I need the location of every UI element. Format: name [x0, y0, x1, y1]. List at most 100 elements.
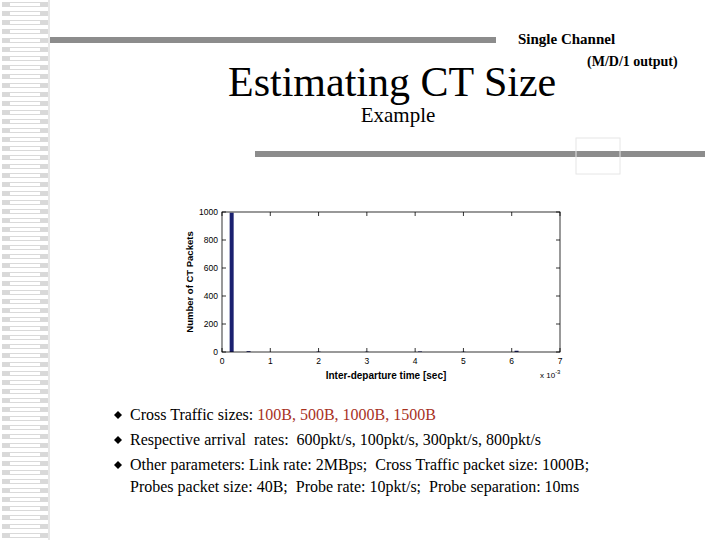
bullet-part: Cross Traffic sizes: — [130, 406, 257, 423]
stripe — [2, 65, 48, 70]
stripe — [2, 308, 48, 313]
stripe-gap — [10, 219, 40, 222]
y-tick-label: 200 — [204, 319, 218, 329]
corner-line: (M/D/1 output) — [587, 54, 678, 70]
bullet-part: Other parameters: Link rate: 2MBps; Cros… — [130, 456, 589, 474]
stripe — [2, 236, 48, 241]
bullet-text: Respective arrival rates: 600pkt/s, 100p… — [130, 431, 541, 449]
stripe-gap — [10, 489, 40, 492]
stripe — [2, 146, 48, 151]
stripe-gap — [10, 453, 40, 456]
y-tick-right — [556, 296, 560, 297]
stripe-gap — [10, 354, 40, 357]
stripe-gap — [10, 237, 40, 240]
stripe-gap — [10, 327, 40, 330]
stripe-gap — [10, 426, 40, 429]
stripe — [2, 362, 48, 367]
y-tick-right — [556, 212, 560, 213]
stripe-gap — [10, 129, 40, 132]
stripe-gap — [10, 21, 40, 24]
x-tick-label: 0 — [220, 356, 225, 366]
stripe — [2, 434, 48, 439]
stripe-gap — [10, 147, 40, 150]
stripe — [2, 56, 48, 61]
stripe-gap — [10, 183, 40, 186]
y-tick-label: 400 — [204, 291, 218, 301]
stripe — [2, 245, 48, 250]
stripe-gap — [10, 264, 40, 267]
stripe-gap — [10, 48, 40, 51]
stripe — [2, 353, 48, 358]
stripe — [2, 470, 48, 475]
stripe-gap — [10, 408, 40, 411]
stripe-gap — [10, 255, 40, 258]
y-tick — [222, 268, 226, 269]
x-tick — [270, 348, 271, 352]
x-tick — [222, 348, 223, 352]
stripe — [2, 119, 48, 124]
stripe-gap — [10, 102, 40, 105]
stripe — [2, 380, 48, 385]
x-tick — [318, 348, 319, 352]
stripe-gap — [10, 363, 40, 366]
top-rule — [50, 37, 496, 43]
y-tick-label: 0 — [213, 347, 218, 357]
bullet-continuation: Probes packet size: 40B; Probe rate: 10p… — [130, 478, 579, 496]
stripe — [2, 164, 48, 169]
x-tick-label: 1 — [268, 356, 273, 366]
stripe — [2, 533, 48, 538]
stripe — [2, 452, 48, 457]
stripe-edge — [49, 0, 50, 540]
stripe-gap — [10, 66, 40, 69]
stripe-gap — [10, 246, 40, 249]
bullet-marker — [114, 461, 122, 469]
y-tick — [222, 212, 226, 213]
plot-background — [222, 212, 560, 352]
stripe — [2, 254, 48, 259]
stripe — [2, 488, 48, 493]
stripe — [2, 479, 48, 484]
x-tick — [366, 348, 367, 352]
stripe — [2, 92, 48, 97]
stripe — [2, 506, 48, 511]
stripe-gap — [10, 507, 40, 510]
stripe-gap — [10, 138, 40, 141]
stripe — [2, 290, 48, 295]
bars — [230, 213, 519, 352]
subtitle: Example — [361, 103, 436, 127]
stripe-gap — [10, 534, 40, 537]
title: Estimating CT Size — [228, 59, 556, 105]
x-tick-label: 7 — [558, 356, 563, 366]
stripe — [2, 218, 48, 223]
stripe — [2, 137, 48, 142]
stripe — [2, 209, 48, 214]
x-tick — [560, 348, 561, 352]
stripe-gap — [10, 192, 40, 195]
stripe — [2, 101, 48, 106]
x-multiplier-exponent: -3 — [555, 369, 561, 375]
y-tick-label: 600 — [204, 263, 218, 273]
stripe-gap — [10, 372, 40, 375]
x-tick-top — [366, 212, 367, 216]
stripe-gap — [10, 75, 40, 78]
stripe — [2, 416, 48, 421]
stripe — [2, 317, 48, 322]
x-tick — [463, 348, 464, 352]
stripe — [2, 407, 48, 412]
y-tick-right — [556, 240, 560, 241]
stripe-gap — [10, 336, 40, 339]
stripe-gap — [10, 282, 40, 285]
stripe — [2, 20, 48, 25]
stripe — [2, 524, 48, 529]
stripe-gap — [10, 399, 40, 402]
slide: Single Channel(M/D/1 output)Estimating C… — [0, 0, 720, 540]
bullet-text: Cross Traffic sizes: 100B, 500B, 1000B, … — [130, 406, 436, 423]
stripe — [2, 38, 48, 43]
x-tick-top — [511, 212, 512, 216]
plot-frame — [222, 212, 560, 352]
stripe — [2, 281, 48, 286]
stripe — [2, 461, 48, 466]
stripe — [2, 47, 48, 52]
stripe — [2, 173, 48, 178]
y-tick-right — [556, 324, 560, 325]
